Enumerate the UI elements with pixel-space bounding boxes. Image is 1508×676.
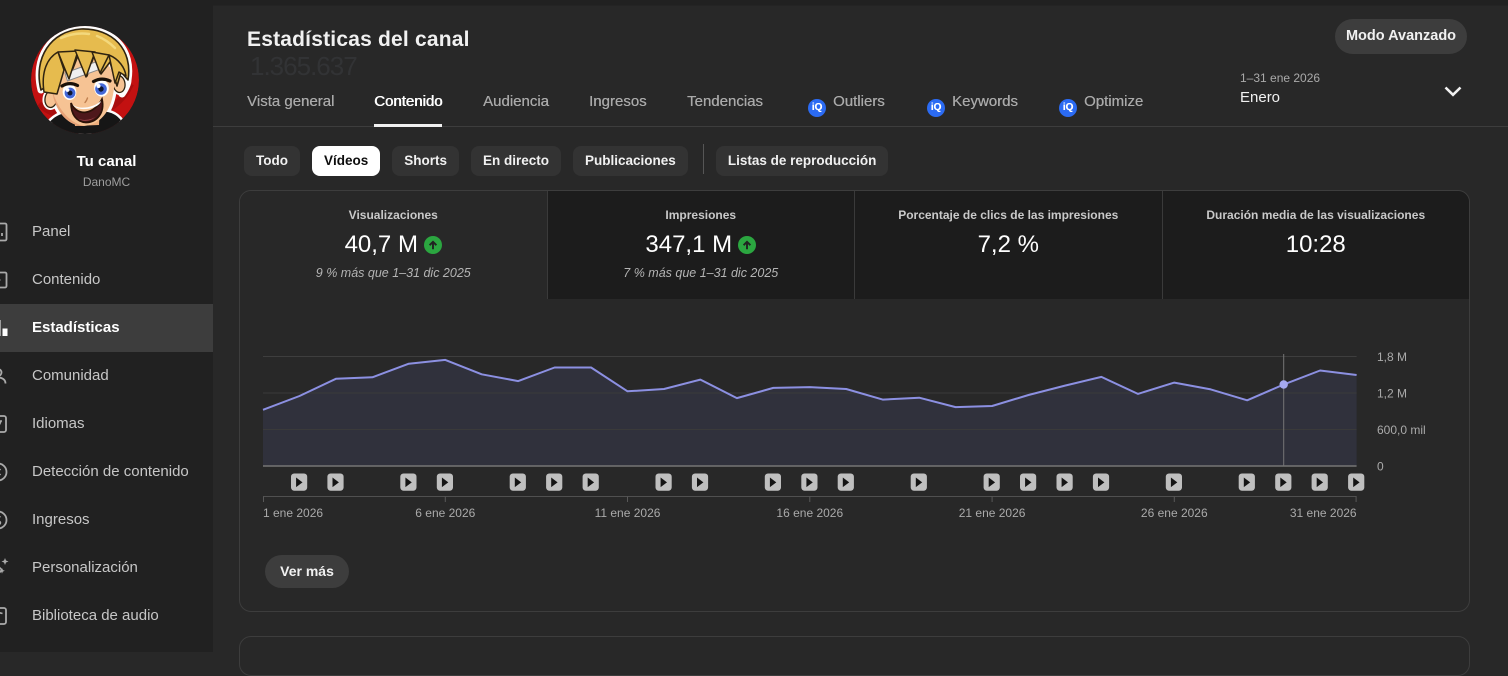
svg-text:11 ene 2026: 11 ene 2026 bbox=[595, 506, 661, 520]
svg-text:6 ene 2026: 6 ene 2026 bbox=[415, 506, 475, 520]
svg-text:26 ene 2026: 26 ene 2026 bbox=[1141, 506, 1208, 520]
svg-text:1,2 M: 1,2 M bbox=[1377, 387, 1407, 401]
svg-text:600,0 mil: 600,0 mil bbox=[1377, 423, 1426, 437]
svg-text:31 ene 2026: 31 ene 2026 bbox=[1290, 506, 1357, 520]
svg-text:1,8 M: 1,8 M bbox=[1377, 350, 1407, 364]
svg-text:21 ene 2026: 21 ene 2026 bbox=[959, 506, 1026, 520]
svg-text:1 ene 2026: 1 ene 2026 bbox=[263, 506, 323, 520]
svg-text:16 ene 2026: 16 ene 2026 bbox=[776, 506, 843, 520]
svg-text:0: 0 bbox=[1377, 460, 1384, 474]
